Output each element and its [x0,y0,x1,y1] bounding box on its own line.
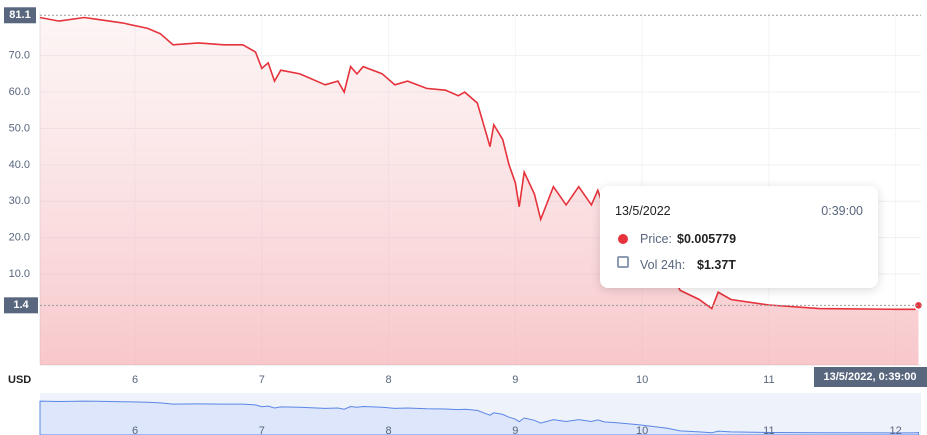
x-tick-label: 10 [636,374,648,386]
value-tag-label: 1.4 [13,299,29,311]
last-point [913,300,924,311]
tooltip-time: 0:39:00 [821,204,863,218]
tooltip-volume: $1.37T [697,258,736,272]
crosshair-label: 13/5/2022, 0:39:00 [824,371,917,383]
y-tick-label: 70.0 [9,50,30,62]
volume-icon [617,256,629,268]
tooltip-date: 13/5/2022 [615,204,671,218]
tooltip-price: $0.005779 [677,232,737,246]
tooltip-volume-label: Vol 24h: [640,258,686,272]
navigator-tick-label: 12 [890,425,902,435]
area [40,17,919,365]
price-dot [618,234,628,244]
navigator-tick-label: 6 [132,425,138,435]
axis-label: USD [8,374,31,386]
navigator-tick-label: 9 [512,425,518,435]
y-tick-label: 50.0 [9,122,30,134]
value-tag [4,7,36,24]
tooltip: 13/5/2022 0:39:00 Price: $0.005779 Vol 2… [600,186,878,288]
x-tick-label: 11 [763,374,774,386]
y-tick-label: 40.0 [9,159,30,171]
navigator-tick-label: 7 [259,425,265,435]
y-tick-label: 60.0 [9,86,30,98]
y-tick-label: 10.0 [9,268,30,280]
y-tick-label: 20.0 [9,232,30,244]
crosshair-tag [814,367,927,387]
x-tick-label: 9 [512,374,518,386]
navigator-tick-label: 10 [636,425,648,435]
x-tick-label: 7 [259,374,265,386]
y-tick-label: 30.0 [9,195,30,207]
navigator-tick-label: 8 [386,425,392,435]
x-tick-label: 8 [386,374,392,386]
value-tag [4,297,38,314]
tooltip-price-label: Price: [640,232,672,246]
value-tag-label: 81.1 [9,9,30,21]
x-tick-label: 6 [132,374,138,386]
navigator-area [39,400,920,435]
navigator-tick-label: 11 [763,425,774,435]
